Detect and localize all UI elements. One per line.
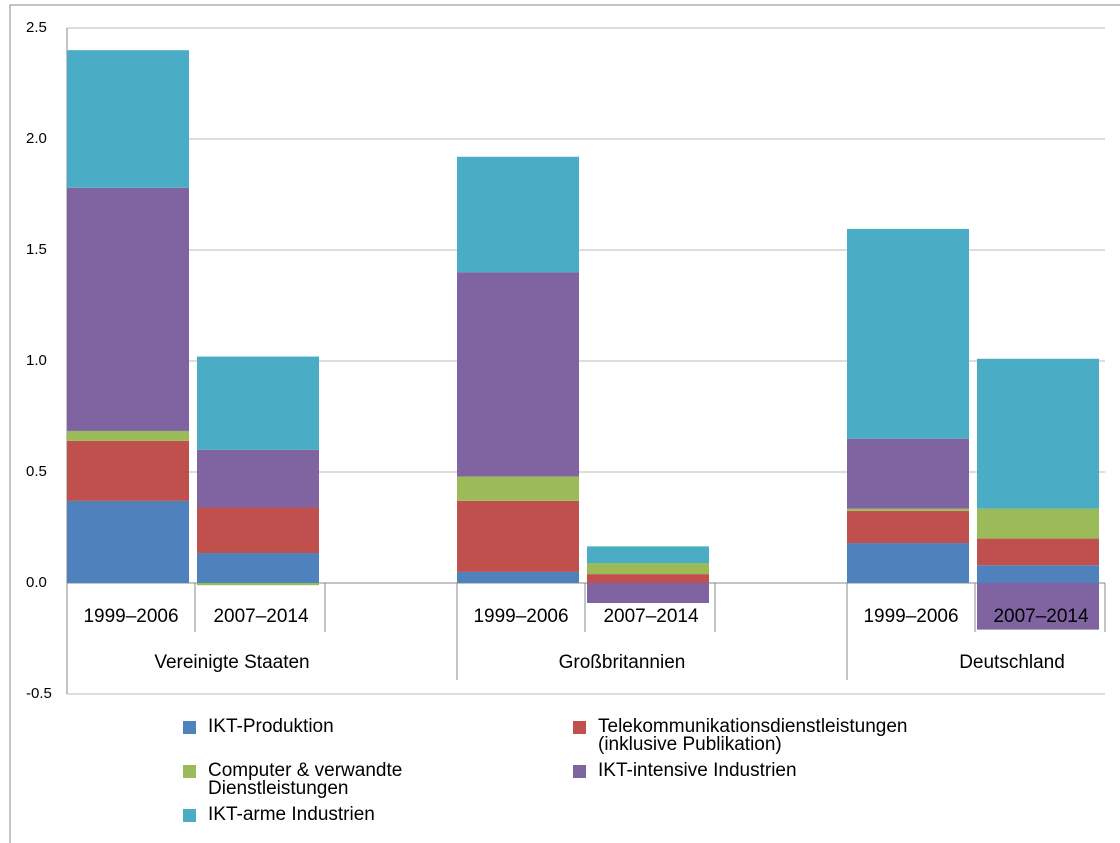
bar-segment [847,543,969,583]
bar-segment [197,356,319,450]
legend-swatch [573,765,586,778]
bar-segment [67,50,189,188]
legend-label: IKT-Produktion [208,716,334,737]
y-tick-label: -0.5 [26,685,52,702]
bar-segment [67,500,189,583]
legend-item: Computer & verwandte Dienstleistungen [183,760,573,799]
bar-segment [197,583,319,586]
group-label: Großbritannien [559,652,686,673]
bar-segment [457,156,579,273]
bar-segment [587,574,709,583]
bar-segment [67,430,189,441]
legend-swatch [183,721,196,734]
bar-segment [197,553,319,583]
x-tick-label: 2007–2014 [213,606,309,627]
bar-segment [977,358,1099,509]
y-tick-label: 0.5 [26,463,47,480]
bar-segment [197,507,319,554]
bar-segment [977,538,1099,566]
bar-segment [457,571,579,583]
bar-segment [587,563,709,575]
legend-swatch [183,809,196,822]
bar-segment [457,272,579,477]
bar-segment [457,500,579,572]
y-tick-label: 1.0 [26,352,47,369]
x-tick-label: 2007–2014 [603,606,699,627]
x-tick-label: 2007–2014 [993,606,1089,627]
legend-label: Computer & verwandte Dienstleistungen [208,760,403,799]
legend-item: IKT-arme Industrien [183,804,573,825]
bar-segment [67,187,189,431]
bar-segment [847,508,969,511]
bar-segment [457,476,579,501]
legend-label: Telekommunikationsdienstleistungen (inkl… [598,716,908,755]
legend-swatch [573,721,586,734]
bar-segment [587,583,709,603]
y-tick-label: 2.5 [26,19,47,36]
bar-segment [977,565,1099,583]
y-tick-label: 0.0 [26,574,47,591]
group-label: Vereinigte Staaten [154,652,309,673]
y-tick-label: 2.0 [26,130,47,147]
group-label: Deutschland [959,652,1065,673]
frame [9,4,1120,843]
legend: IKT-Produktion Telekommunikationsdienstle… [183,716,993,825]
legend-swatch [183,765,196,778]
bar-segment [847,510,969,544]
legend-item: Telekommunikationsdienstleistungen (inkl… [573,716,993,755]
x-tick-label: 1999–2006 [473,606,568,627]
bar-segment [67,440,189,501]
legend-label: IKT-arme Industrien [208,804,375,825]
bar-segment [197,449,319,508]
bar-segment [847,438,969,509]
x-tick-label: 1999–2006 [83,606,178,627]
x-tick-label: 1999–2006 [863,606,958,627]
legend-label: IKT-intensive Industrien [598,760,797,781]
bar-segment [977,508,1099,539]
y-tick-label: 1.5 [26,241,47,258]
bar-segment [977,583,1099,630]
legend-item: IKT-intensive Industrien [573,760,993,798]
bar-segment [587,546,709,564]
legend-item: IKT-Produktion [183,716,573,754]
bar-segment [847,228,969,439]
